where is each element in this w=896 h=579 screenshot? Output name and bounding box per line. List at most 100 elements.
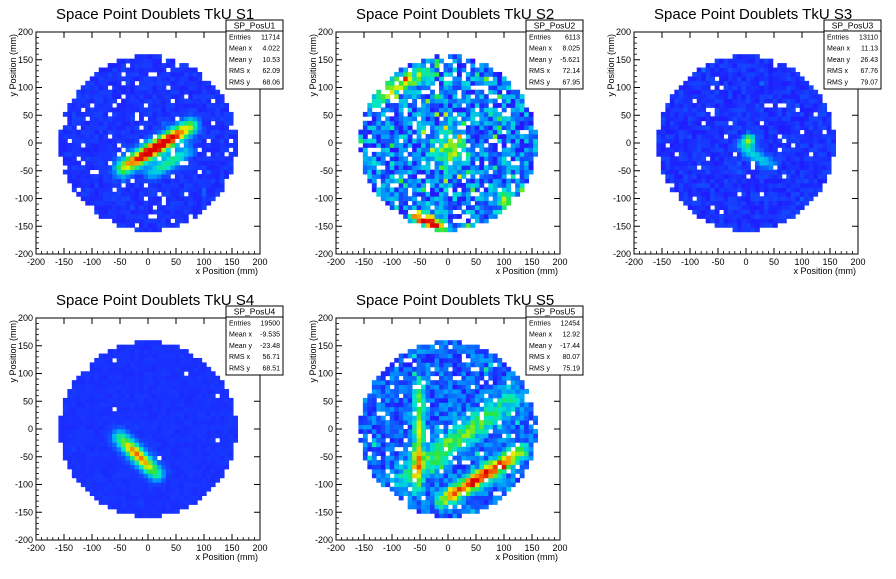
heatmap-cell (470, 161, 475, 166)
heatmap-cell (408, 81, 413, 86)
heatmap-cell (719, 112, 724, 117)
heatmap-cell (791, 112, 796, 117)
heatmap-cell (157, 385, 162, 390)
heatmap-cell (126, 196, 131, 201)
heatmap-cell (804, 161, 809, 166)
heatmap-cell (408, 196, 413, 201)
heatmap-cell (426, 116, 431, 121)
heatmap-cell (421, 179, 426, 184)
heatmap-cell (112, 214, 117, 219)
heatmap-cell (408, 152, 413, 157)
heatmap-cell (206, 420, 211, 425)
heatmap-cell (166, 218, 171, 223)
heatmap-cell (759, 143, 764, 148)
heatmap-cell (719, 130, 724, 135)
heatmap-cell (376, 156, 381, 161)
heatmap-cell (408, 139, 413, 144)
heatmap-cell (166, 509, 171, 514)
heatmap-cell (372, 156, 377, 161)
heatmap-cell (746, 218, 751, 223)
heatmap-cell (229, 161, 234, 166)
heatmap-cell (166, 134, 171, 139)
heatmap-cell (179, 416, 184, 421)
heatmap-cell (135, 354, 140, 359)
heatmap-cell (135, 156, 140, 161)
heatmap-cell (403, 85, 408, 90)
heatmap-cell (126, 174, 131, 179)
heatmap-cell (130, 469, 135, 474)
heatmap-cell (715, 130, 720, 135)
heatmap-cell (144, 349, 149, 354)
heatmap-cell (497, 156, 502, 161)
heatmap-cell (399, 94, 404, 99)
heatmap-cell (229, 152, 234, 157)
heatmap-cell (103, 411, 108, 416)
heatmap-cell (827, 130, 832, 135)
heatmap-cell (511, 121, 516, 126)
heatmap-cell (488, 107, 493, 112)
heatmap-cell (188, 420, 193, 425)
stats-value: 6113 (565, 35, 580, 42)
heatmap-cell (804, 139, 809, 144)
heatmap-cell (76, 451, 81, 456)
heatmap-cell (426, 165, 431, 170)
heatmap-cell (809, 139, 814, 144)
heatmap-cell (773, 76, 778, 81)
heatmap-cell (759, 170, 764, 175)
heatmap-cell (99, 380, 104, 385)
heatmap-cell (188, 81, 193, 86)
heatmap-cell (466, 134, 471, 139)
heatmap-cell (773, 147, 778, 152)
heatmap-cell (683, 99, 688, 104)
heatmap-cell (394, 116, 399, 121)
heatmap-cell (782, 134, 787, 139)
heatmap-cell (750, 183, 755, 188)
heatmap-cell (166, 460, 171, 465)
heatmap-cell (804, 143, 809, 148)
heatmap-cell (99, 139, 104, 144)
heatmap-cell (461, 174, 466, 179)
heatmap-cell (90, 451, 95, 456)
heatmap-cell (144, 81, 149, 86)
heatmap-cell (157, 451, 162, 456)
heatmap-cell (679, 196, 684, 201)
heatmap-cell (417, 143, 422, 148)
heatmap-cell (220, 161, 225, 166)
heatmap-cell (121, 187, 126, 192)
heatmap-cell (94, 76, 99, 81)
heatmap-cell (206, 433, 211, 438)
heatmap-cell (701, 201, 706, 206)
y-tick-label: -150 (613, 221, 631, 231)
heatmap-cell (746, 72, 751, 77)
heatmap-cell (394, 192, 399, 197)
heatmap-cell (759, 201, 764, 206)
heatmap-cell (688, 196, 693, 201)
heatmap-cell (755, 81, 760, 86)
heatmap-cell (470, 205, 475, 210)
heatmap-cell (170, 81, 175, 86)
heatmap-cell (175, 425, 180, 430)
heatmap-cell (126, 349, 131, 354)
heatmap-cell (215, 134, 220, 139)
heatmap-cell (679, 130, 684, 135)
heatmap-cell (688, 147, 693, 152)
heatmap-cell (728, 81, 733, 86)
heatmap-cell (376, 174, 381, 179)
heatmap-cell (117, 214, 122, 219)
heatmap-cell (63, 451, 68, 456)
heatmap-cell (126, 425, 131, 430)
heatmap-cell (800, 161, 805, 166)
stats-value: 67.76 (860, 68, 878, 75)
y-tick-label: 150 (318, 55, 333, 65)
heatmap-cell (135, 165, 140, 170)
heatmap-cell (161, 354, 166, 359)
heatmap-cell (85, 398, 90, 403)
heatmap-cell (457, 165, 462, 170)
heatmap-cell (99, 165, 104, 170)
heatmap-cell (197, 143, 202, 148)
heatmap-cell (121, 354, 126, 359)
heatmap-cell (161, 447, 166, 452)
heatmap-cell (813, 147, 818, 152)
heatmap-cell (188, 139, 193, 144)
heatmap-cell (710, 201, 715, 206)
